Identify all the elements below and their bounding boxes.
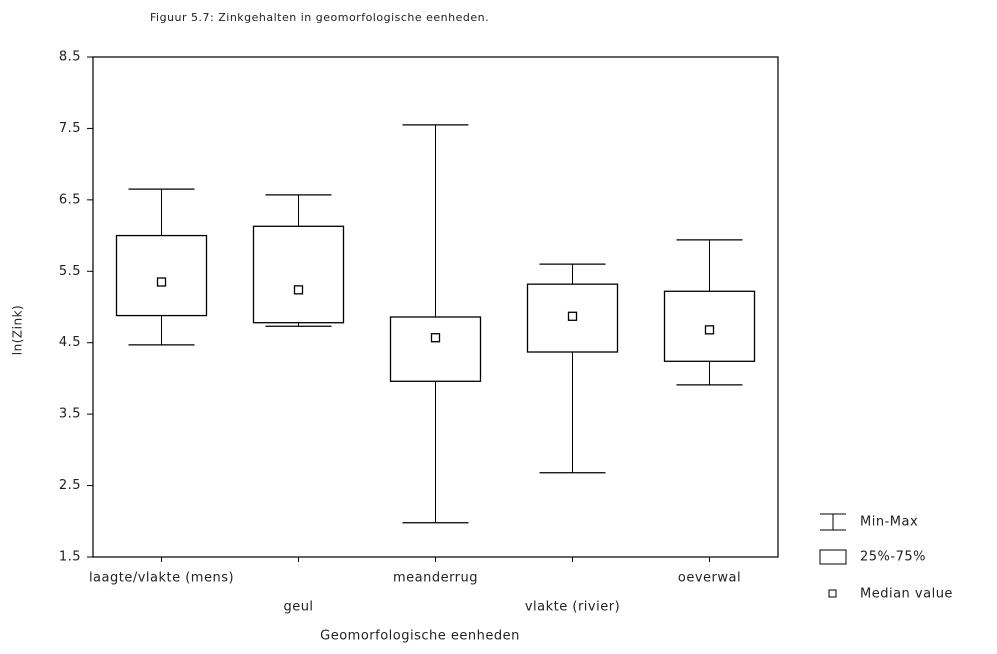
- x-axis-label: Geomorfologische eenheden: [320, 629, 520, 644]
- median: [567, 311, 578, 321]
- box: [115, 234, 208, 317]
- y-tick-label: 2.5: [59, 478, 81, 493]
- legend-box-icon: [819, 549, 847, 565]
- x-tick-label: oeverwal: [678, 571, 741, 586]
- median: [293, 285, 304, 295]
- x-tick-label: meanderrug: [393, 571, 478, 586]
- box: [389, 316, 482, 382]
- y-tick-label: 1.5: [59, 550, 81, 565]
- legend-label: Min-Max: [860, 515, 918, 530]
- x-tick-label: geul: [283, 600, 313, 615]
- y-tick-label: 6.5: [59, 192, 81, 207]
- y-tick-label: 4.5: [59, 335, 81, 350]
- median: [704, 325, 715, 335]
- y-tick-label: 8.5: [59, 50, 81, 65]
- box: [252, 225, 345, 324]
- legend-label: 25%-75%: [860, 550, 926, 565]
- y-tick-label: 3.5: [59, 407, 81, 422]
- median: [430, 333, 441, 343]
- median: [156, 277, 167, 287]
- chart-title: Figuur 5.7: Zinkgehalten in geomorfologi…: [150, 11, 489, 24]
- y-tick-label: 7.5: [59, 121, 81, 136]
- legend-label: Median value: [860, 587, 953, 602]
- y-tick-label: 5.5: [59, 264, 81, 279]
- x-tick-label: vlakte (rivier): [525, 600, 620, 615]
- legend-median-icon: [828, 589, 837, 598]
- x-tick-label: laagte/vlakte (mens): [89, 571, 234, 586]
- y-axis-label: ln(Zink): [11, 305, 25, 355]
